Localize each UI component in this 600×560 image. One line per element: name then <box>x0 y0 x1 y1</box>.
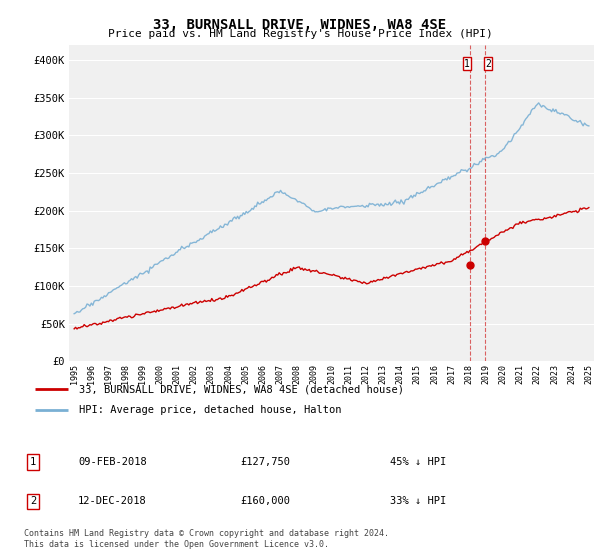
Text: 09-FEB-2018: 09-FEB-2018 <box>78 457 147 467</box>
Text: 1: 1 <box>30 457 36 467</box>
Text: Price paid vs. HM Land Registry's House Price Index (HPI): Price paid vs. HM Land Registry's House … <box>107 29 493 39</box>
Text: HPI: Average price, detached house, Halton: HPI: Average price, detached house, Halt… <box>79 405 342 416</box>
Text: Contains HM Land Registry data © Crown copyright and database right 2024.
This d: Contains HM Land Registry data © Crown c… <box>24 529 389 549</box>
Text: 33, BURNSALL DRIVE, WIDNES, WA8 4SE (detached house): 33, BURNSALL DRIVE, WIDNES, WA8 4SE (det… <box>79 384 404 394</box>
Text: 12-DEC-2018: 12-DEC-2018 <box>78 496 147 506</box>
Text: £127,750: £127,750 <box>240 457 290 467</box>
Text: 33% ↓ HPI: 33% ↓ HPI <box>390 496 446 506</box>
Text: 2: 2 <box>30 496 36 506</box>
Text: 45% ↓ HPI: 45% ↓ HPI <box>390 457 446 467</box>
Text: £160,000: £160,000 <box>240 496 290 506</box>
Text: 1: 1 <box>464 59 470 69</box>
Text: 2: 2 <box>485 59 491 69</box>
Text: 33, BURNSALL DRIVE, WIDNES, WA8 4SE: 33, BURNSALL DRIVE, WIDNES, WA8 4SE <box>154 18 446 32</box>
